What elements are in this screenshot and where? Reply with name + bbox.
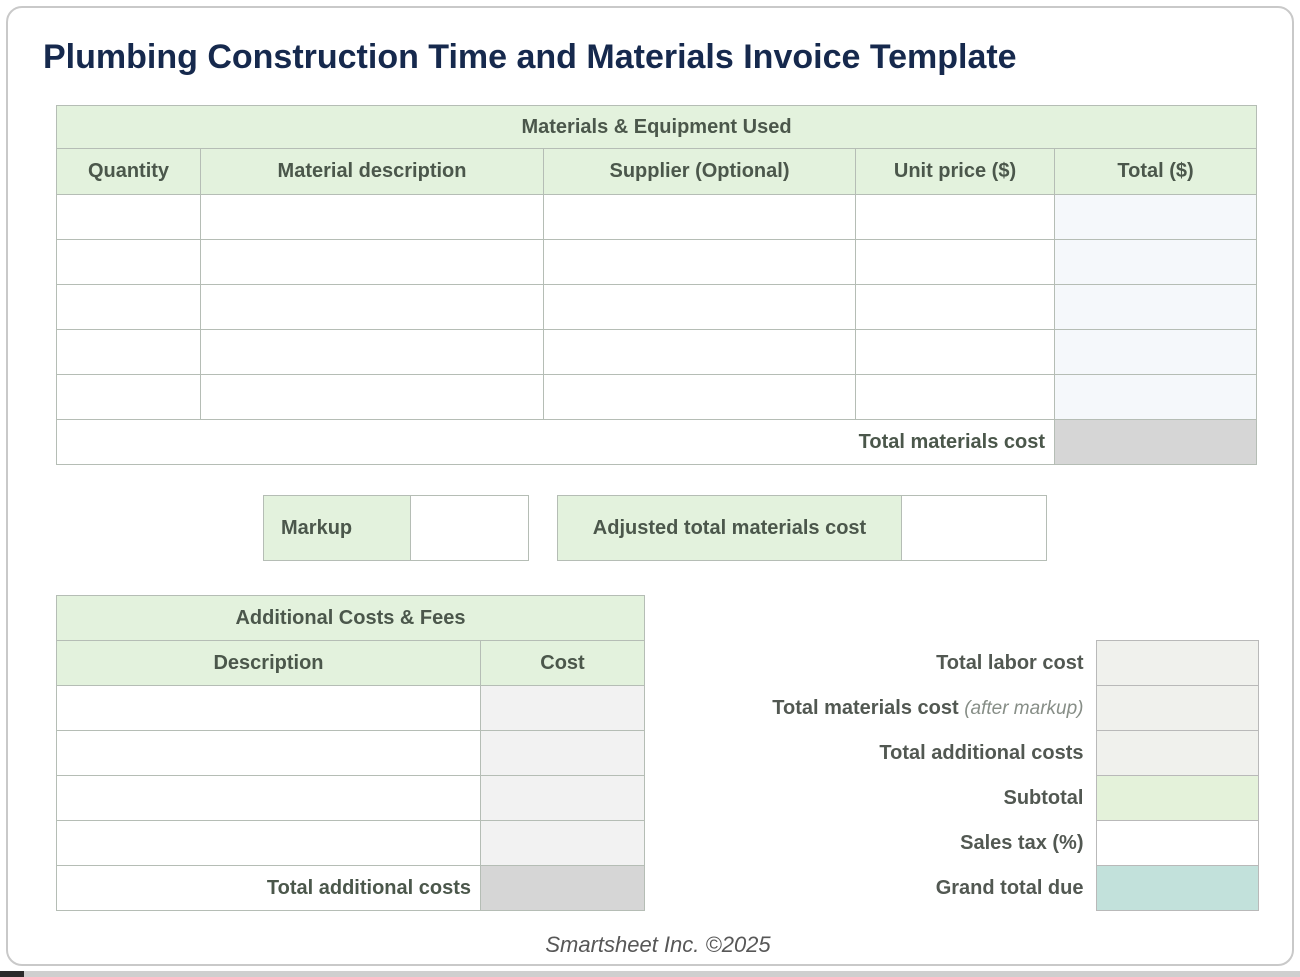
summary-row-subtotal: Subtotal xyxy=(708,775,1259,821)
total-additional-costs-label: Total additional costs xyxy=(879,741,1084,764)
materials-cell[interactable] xyxy=(543,374,856,420)
additional-cost-cell[interactable] xyxy=(480,820,645,866)
materials-cell[interactable] xyxy=(56,239,201,285)
summary-row-materials: Total materials cost (after markup) xyxy=(708,685,1259,731)
grand-total-due-value-cell xyxy=(1095,865,1259,911)
adjusted-total-value-cell xyxy=(901,495,1047,561)
materials-cell[interactable] xyxy=(855,284,1055,330)
materials-cell[interactable] xyxy=(200,239,544,285)
bottom-edge-band xyxy=(0,971,1300,977)
additional-costs-section: Additional Costs & Fees Description Cost… xyxy=(56,595,645,911)
materials-row xyxy=(56,329,1258,375)
materials-cell[interactable] xyxy=(200,194,544,240)
materials-row xyxy=(56,374,1258,420)
additional-total-value-cell xyxy=(480,865,645,911)
materials-cell[interactable] xyxy=(543,239,856,285)
markup-spacer xyxy=(529,495,557,561)
additional-cost-row xyxy=(56,820,645,866)
materials-cell[interactable] xyxy=(543,284,856,330)
additional-cost-row xyxy=(56,730,645,776)
additional-cost-row xyxy=(56,685,645,731)
column-header-unit-price: Unit price ($) xyxy=(855,148,1055,195)
column-header-cost: Cost xyxy=(480,640,645,686)
total-labor-cost-label: Total labor cost xyxy=(936,651,1084,674)
invoice-card: Plumbing Construction Time and Materials… xyxy=(6,6,1294,966)
markup-section: Markup Adjusted total materials cost xyxy=(263,495,1047,561)
sales-tax-label: Sales tax (%) xyxy=(960,831,1084,854)
additional-costs-table: Additional Costs & Fees Description Cost… xyxy=(56,595,645,911)
additional-total-label: Total additional costs xyxy=(56,865,481,911)
summary-section: Total labor cost Total materials cost (a… xyxy=(708,640,1259,911)
grand-total-due-label: Grand total due xyxy=(935,876,1084,899)
summary-row-additional: Total additional costs xyxy=(708,730,1259,776)
materials-cell[interactable] xyxy=(200,329,544,375)
adjusted-total-label: Adjusted total materials cost xyxy=(557,495,902,561)
materials-cell[interactable] xyxy=(543,329,856,375)
materials-table-title: Materials & Equipment Used xyxy=(55,105,1258,149)
additional-cost-cell[interactable] xyxy=(480,685,645,731)
materials-cell xyxy=(1053,194,1258,240)
additional-cost-cell[interactable] xyxy=(56,820,481,866)
column-header-quantity: Quantity xyxy=(56,148,201,195)
materials-cell[interactable] xyxy=(855,194,1055,240)
column-header-total: Total ($) xyxy=(1053,148,1258,195)
materials-row xyxy=(56,239,1258,285)
additional-cost-row xyxy=(56,775,645,821)
markup-value-cell[interactable] xyxy=(410,495,529,561)
materials-cell[interactable] xyxy=(855,329,1055,375)
total-materials-cost-label: Total materials cost (after markup) xyxy=(772,696,1084,719)
materials-cell xyxy=(1053,374,1258,420)
materials-cell xyxy=(1053,284,1258,330)
column-header-material-description: Material description xyxy=(200,148,544,195)
markup-label: Markup xyxy=(263,495,411,561)
after-markup-note: (after markup) xyxy=(964,697,1084,719)
summary-row-labor: Total labor cost xyxy=(708,640,1259,686)
footer-credit: Smartsheet Inc. ©2025 xyxy=(545,932,771,957)
subtotal-label: Subtotal xyxy=(1003,786,1084,809)
materials-cell[interactable] xyxy=(56,194,201,240)
additional-costs-table-title: Additional Costs & Fees xyxy=(56,595,645,641)
materials-cell[interactable] xyxy=(855,239,1055,285)
materials-cell[interactable] xyxy=(200,284,544,330)
bottom-edge-notch xyxy=(0,971,24,977)
materials-cell xyxy=(1053,239,1258,285)
materials-cell[interactable] xyxy=(56,329,201,375)
additional-cost-cell[interactable] xyxy=(480,775,645,821)
materials-cell[interactable] xyxy=(56,284,201,330)
materials-row xyxy=(56,194,1258,240)
materials-cell[interactable] xyxy=(855,374,1055,420)
additional-cost-cell[interactable] xyxy=(56,775,481,821)
additional-cost-cell[interactable] xyxy=(480,730,645,776)
total-labor-cost-value-cell xyxy=(1095,640,1259,686)
subtotal-value-cell xyxy=(1095,775,1259,821)
summary-row-sales-tax: Sales tax (%) xyxy=(708,820,1259,866)
materials-section: Materials & Equipment Used Quantity Mate… xyxy=(55,105,1258,465)
total-additional-costs-value-cell xyxy=(1095,730,1259,776)
materials-cell xyxy=(1053,329,1258,375)
materials-cell[interactable] xyxy=(56,374,201,420)
materials-row xyxy=(56,284,1258,330)
total-materials-cost-value-cell xyxy=(1095,685,1259,731)
additional-costs-table-body xyxy=(56,685,645,866)
materials-total-label: Total materials cost xyxy=(56,419,1055,465)
additional-cost-cell[interactable] xyxy=(56,685,481,731)
materials-table-body xyxy=(56,194,1258,420)
materials-cell[interactable] xyxy=(200,374,544,420)
materials-cell[interactable] xyxy=(543,194,856,240)
sales-tax-value-cell[interactable] xyxy=(1095,820,1259,866)
column-header-supplier: Supplier (Optional) xyxy=(543,148,856,195)
summary-table: Total labor cost Total materials cost (a… xyxy=(708,640,1259,911)
materials-table: Materials & Equipment Used Quantity Mate… xyxy=(55,105,1258,465)
materials-total-value-cell xyxy=(1053,419,1258,465)
page-title: Plumbing Construction Time and Materials… xyxy=(43,38,1017,76)
additional-cost-cell[interactable] xyxy=(56,730,481,776)
column-header-description: Description xyxy=(56,640,481,686)
summary-row-grand-total: Grand total due xyxy=(708,865,1259,911)
